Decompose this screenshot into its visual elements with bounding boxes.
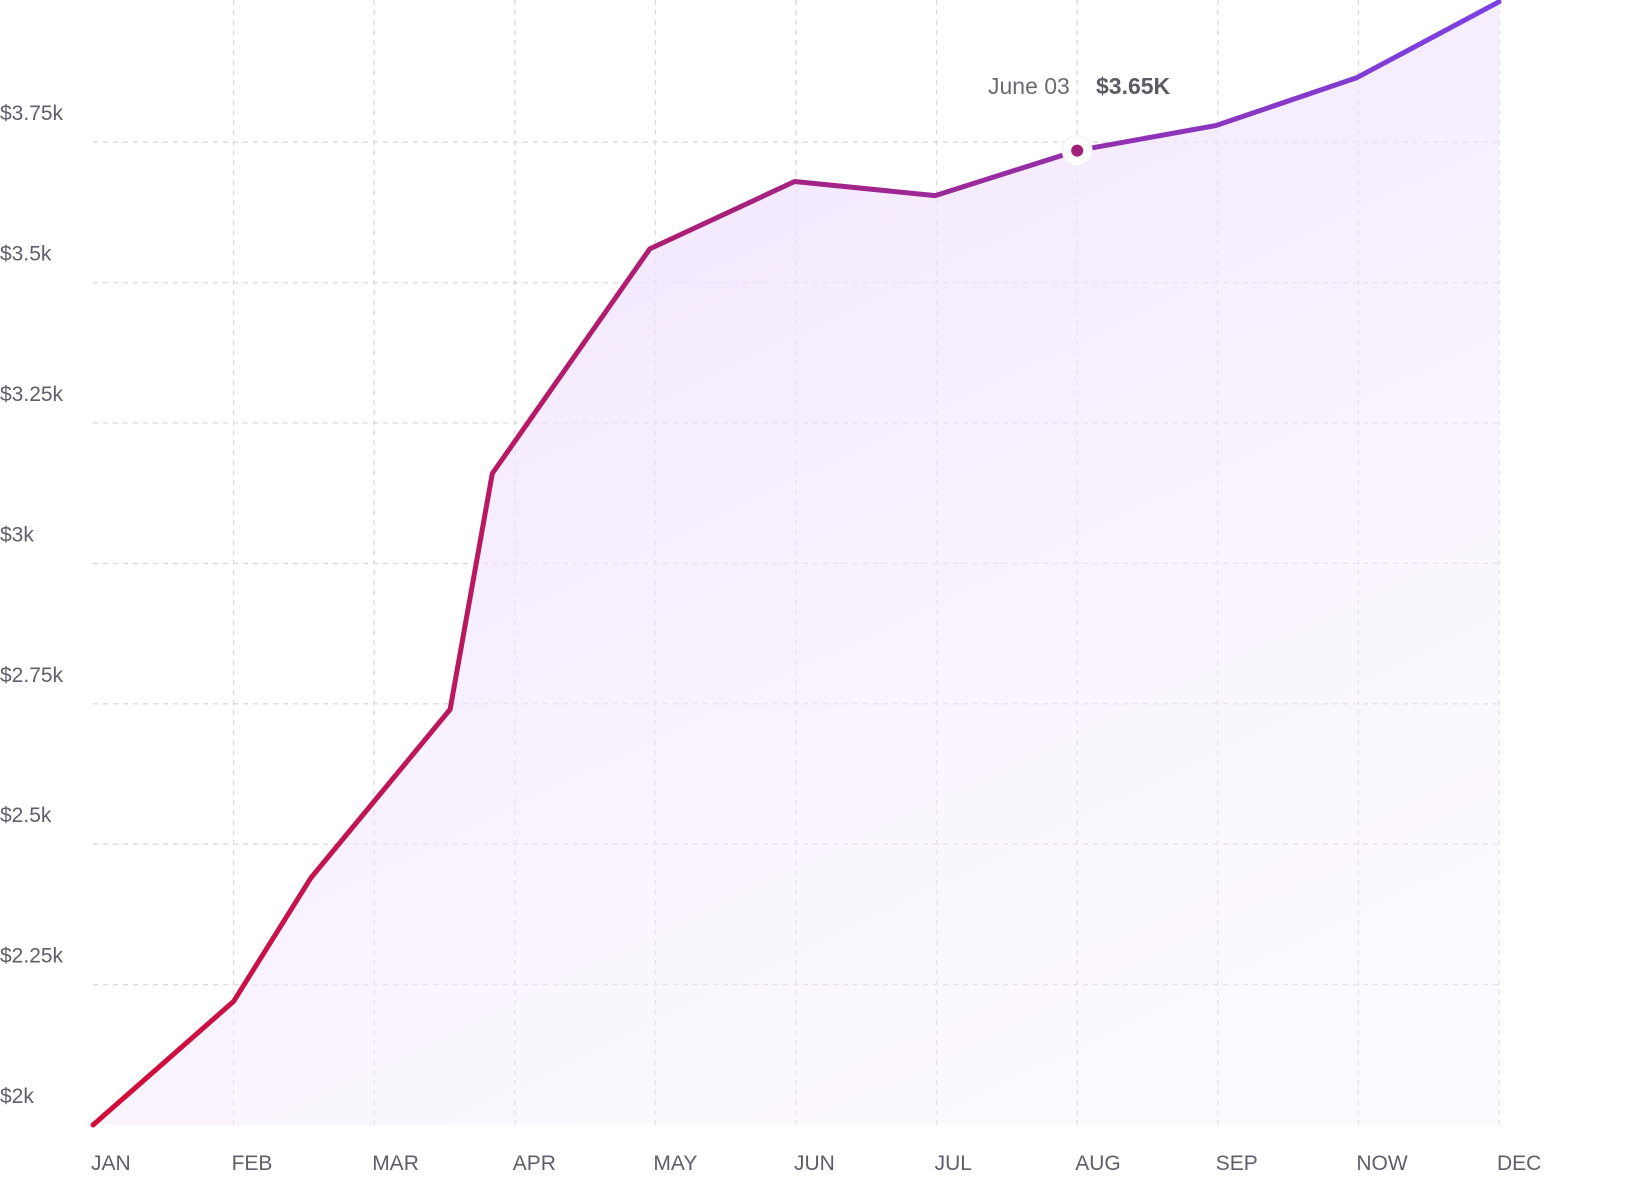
x-tick-label: MAY — [653, 1152, 697, 1175]
tooltip: June 03 $3.65K — [988, 73, 1171, 99]
y-tick-label: $2.25k — [0, 945, 64, 968]
x-tick-label: JUN — [794, 1152, 835, 1175]
area-fill — [93, 1, 1499, 1125]
x-axis: JAN FEB MAR APR MAY JUN JUL AUG SEP NOW DEC — [91, 1152, 1541, 1175]
y-axis: $2k $2.25k $2.5k $2.75k $3k $3.25k $3.5k $3.75k — [0, 102, 64, 1108]
tooltip-value: $3.65K — [1096, 73, 1171, 99]
y-tick-label: $3.25k — [0, 383, 64, 406]
x-tick-label: NOW — [1356, 1152, 1408, 1175]
x-tick-label: JUL — [935, 1152, 972, 1175]
y-tick-label: $3.75k — [0, 102, 64, 125]
x-tick-label: AUG — [1075, 1152, 1121, 1175]
y-tick-label: $2.5k — [0, 804, 52, 827]
x-tick-label: APR — [513, 1152, 556, 1175]
x-tick-label: JAN — [91, 1152, 131, 1175]
tooltip-marker[interactable] — [1071, 144, 1084, 157]
x-tick-label: DEC — [1497, 1152, 1541, 1175]
y-tick-label: $3k — [0, 523, 34, 546]
tooltip-date: June 03 — [988, 73, 1070, 99]
y-tick-label: $3.5k — [0, 243, 52, 266]
y-tick-label: $2.75k — [0, 664, 64, 687]
y-tick-label: $2k — [0, 1085, 34, 1108]
series — [90, 0, 1502, 1128]
x-tick-label: MAR — [372, 1152, 419, 1175]
series-line — [90, 0, 1502, 1128]
x-tick-label: FEB — [232, 1152, 273, 1175]
x-tick-label: SEP — [1216, 1152, 1258, 1175]
